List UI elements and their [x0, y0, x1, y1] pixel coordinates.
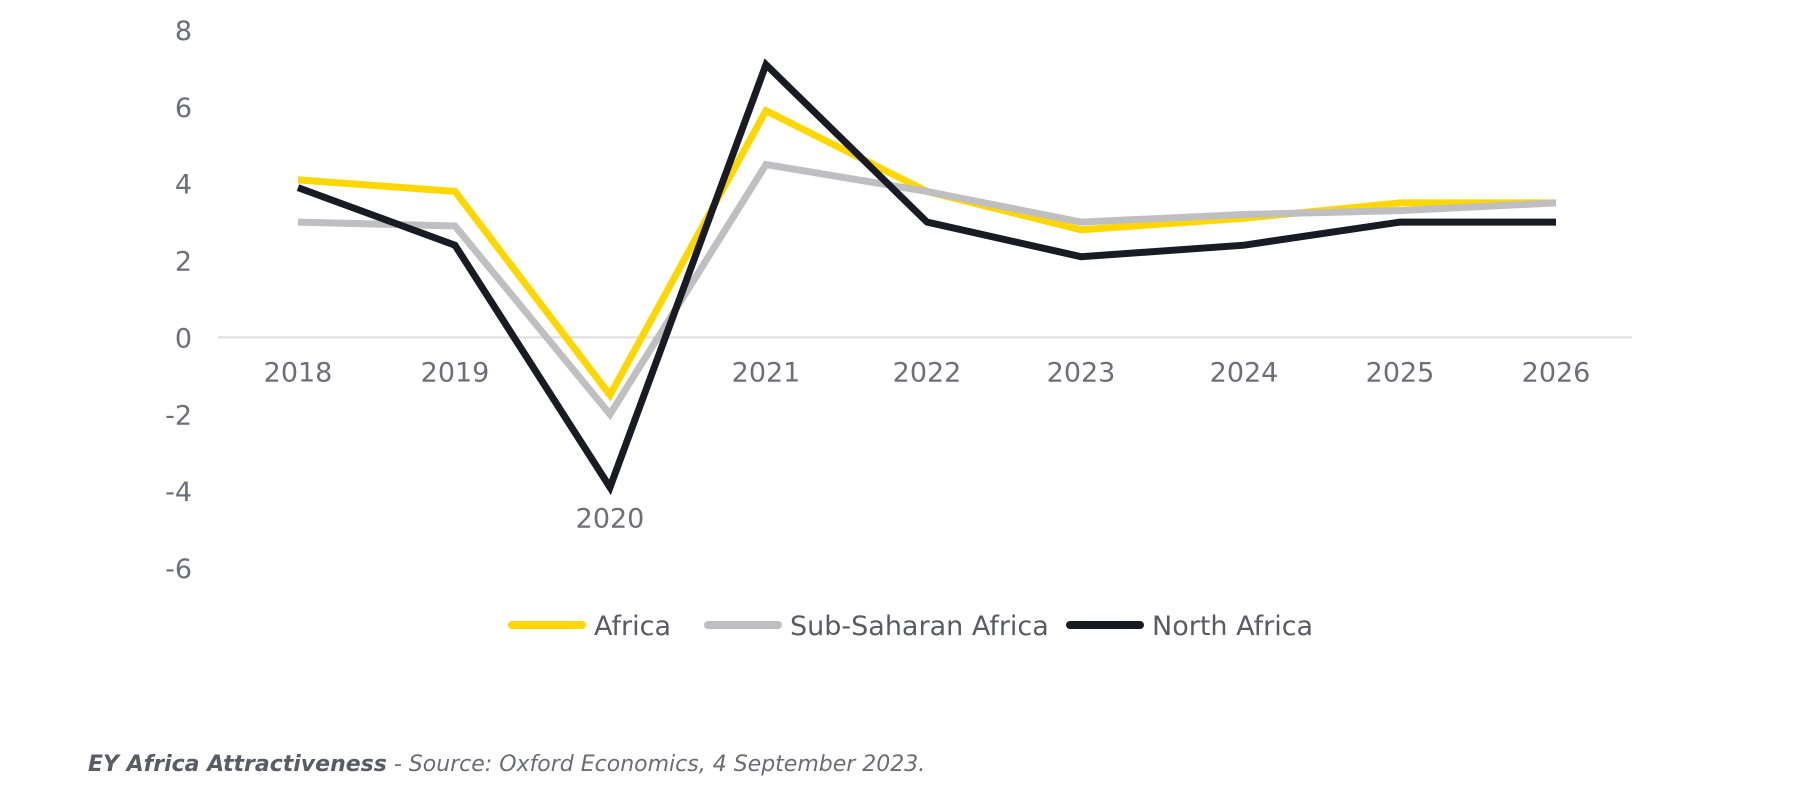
- legend-label-north-africa: North Africa: [1152, 611, 1313, 642]
- y-tick-label: 2: [175, 247, 192, 278]
- x-tick-label: 2024: [1210, 358, 1279, 389]
- y-tick-label: -2: [165, 400, 192, 431]
- line-chart: 8 6 4 2 0 -2 -4 -6 2018 2019 2020 2021 2022 2023 2024…: [165, 16, 1632, 642]
- x-tick-label: 2022: [893, 358, 962, 389]
- x-tick-label: 2019: [421, 358, 490, 389]
- source-note: EY Africa Attractiveness - Source: Oxfor…: [88, 752, 925, 777]
- source-title: EY Africa Attractiveness: [88, 752, 387, 777]
- legend: Africa Sub-Saharan Africa North Africa: [508, 611, 1313, 642]
- x-tick-label: 2020: [576, 504, 645, 535]
- x-tick-label: 2026: [1522, 358, 1591, 389]
- y-tick-label: -6: [165, 554, 192, 585]
- y-tick-label: 6: [175, 93, 192, 124]
- series-line-sub-saharan-africa: [297, 160, 1557, 421]
- x-tick-label: 2025: [1366, 358, 1435, 389]
- legend-label-africa: Africa: [594, 611, 671, 642]
- x-tick-label: 2023: [1047, 358, 1116, 389]
- y-tick-label: -4: [165, 477, 192, 508]
- series-line-africa: [297, 106, 1556, 402]
- y-tick-label: 8: [175, 16, 192, 47]
- x-axis-ticks: 2018 2019 2020 2021 2022 2023 2024 2025 2026: [264, 358, 1591, 535]
- legend-label-sub-saharan-africa: Sub-Saharan Africa: [790, 611, 1049, 642]
- y-axis-ticks: 8 6 4 2 0 -2 -4 -6: [165, 16, 192, 585]
- source-text: - Source: Oxford Economics, 4 September …: [386, 752, 926, 777]
- x-tick-label: 2018: [264, 358, 333, 389]
- y-tick-label: 4: [175, 170, 192, 201]
- x-tick-label: 2021: [732, 358, 801, 389]
- series-line-north-africa: [296, 58, 1556, 496]
- series-lines: [296, 58, 1557, 496]
- y-tick-label: 0: [175, 323, 192, 354]
